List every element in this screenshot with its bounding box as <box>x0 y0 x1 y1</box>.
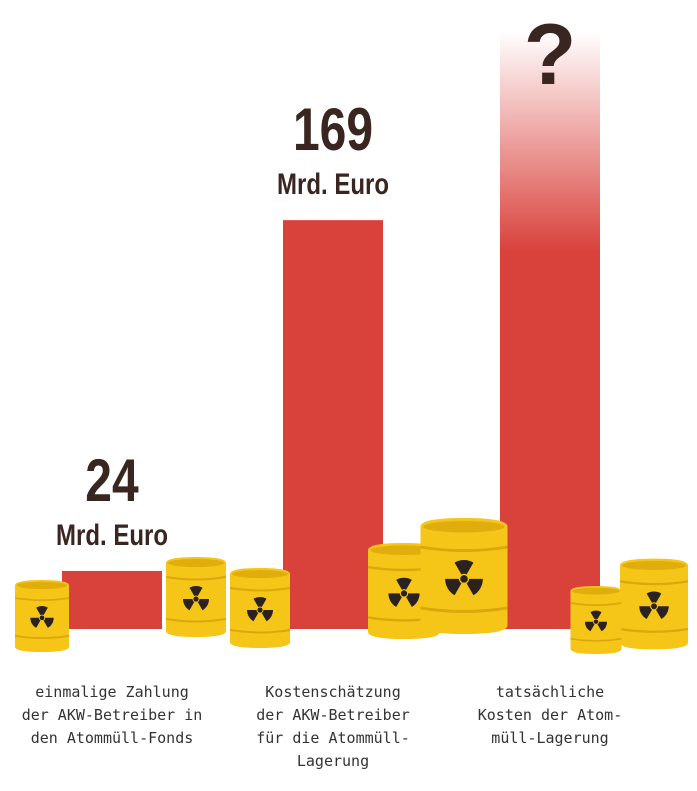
barrel <box>620 559 688 650</box>
value-label: 169 <box>293 96 373 163</box>
barrel <box>15 580 69 652</box>
barrel <box>230 568 290 648</box>
barrel <box>166 557 226 637</box>
bar <box>62 571 162 629</box>
value-label: 24 <box>85 447 138 514</box>
value-unit: Mrd. Euro <box>56 517 168 551</box>
barrel <box>571 586 622 654</box>
value-label: ? <box>524 7 577 103</box>
chart: 24Mrd. Euroeinmalige Zahlungder AKW-Betr… <box>0 0 697 791</box>
barrel <box>421 518 508 634</box>
value-unit: Mrd. Euro <box>277 167 389 201</box>
